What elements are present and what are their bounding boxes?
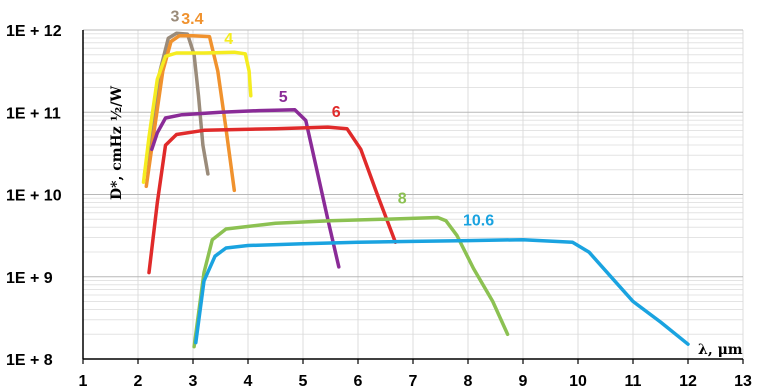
y-tick-label: 1E + 8	[6, 352, 53, 369]
axes	[82, 30, 744, 364]
series-line-3-4	[144, 34, 237, 193]
series-label-3: 3	[171, 8, 180, 25]
x-tick-label: 6	[354, 373, 363, 389]
y-tick-label: 1E + 10	[6, 188, 62, 205]
x-tick-label: 5	[299, 373, 308, 389]
series-label-5: 5	[279, 89, 288, 106]
x-tick-labels: 1 2 3 4 5 6 7 8 9 10 11 12 13	[79, 373, 752, 389]
series-label-3-4: 3.4	[181, 11, 203, 28]
series-label-8: 8	[398, 191, 407, 208]
x-tick-label: 3	[189, 373, 198, 389]
series-labels: 3 3.4 4 5 6 8 10.6	[171, 8, 495, 229]
series-line-6	[147, 125, 398, 275]
y-tick-labels: 1E + 8 1E + 9 1E + 10 1E + 11 1E + 12	[6, 23, 62, 369]
series-line-5	[150, 108, 341, 269]
x-tick-label: 10	[569, 373, 587, 389]
y-tick-label: 1E + 9	[6, 270, 53, 287]
y-tick-label: 1E + 12	[6, 23, 62, 40]
series-line-10-6	[194, 237, 690, 346]
minor-gridlines	[82, 30, 744, 359]
x-tick-label: 9	[519, 373, 528, 389]
series-label-6: 6	[332, 104, 341, 121]
x-axis-title: λ, μm	[698, 342, 743, 358]
series-lines	[141, 31, 690, 349]
x-tick-label: 8	[464, 373, 473, 389]
y-tick-label: 1E + 11	[6, 105, 61, 122]
x-tick-label: 13	[734, 373, 752, 389]
y-axis-title: D*, cmHz ½/W	[109, 86, 125, 200]
x-tick-label: 7	[409, 373, 418, 389]
x-tick-label: 2	[134, 373, 143, 389]
x-tick-label: 11	[625, 373, 642, 389]
x-tick-label: 12	[679, 373, 697, 389]
series-label-10-6: 10.6	[463, 213, 494, 230]
x-tick-label: 4	[244, 373, 253, 389]
series-line-8	[192, 215, 510, 349]
series-line-4	[141, 50, 253, 184]
series-label-4: 4	[224, 31, 233, 48]
x-tick-label: 1	[79, 373, 88, 389]
